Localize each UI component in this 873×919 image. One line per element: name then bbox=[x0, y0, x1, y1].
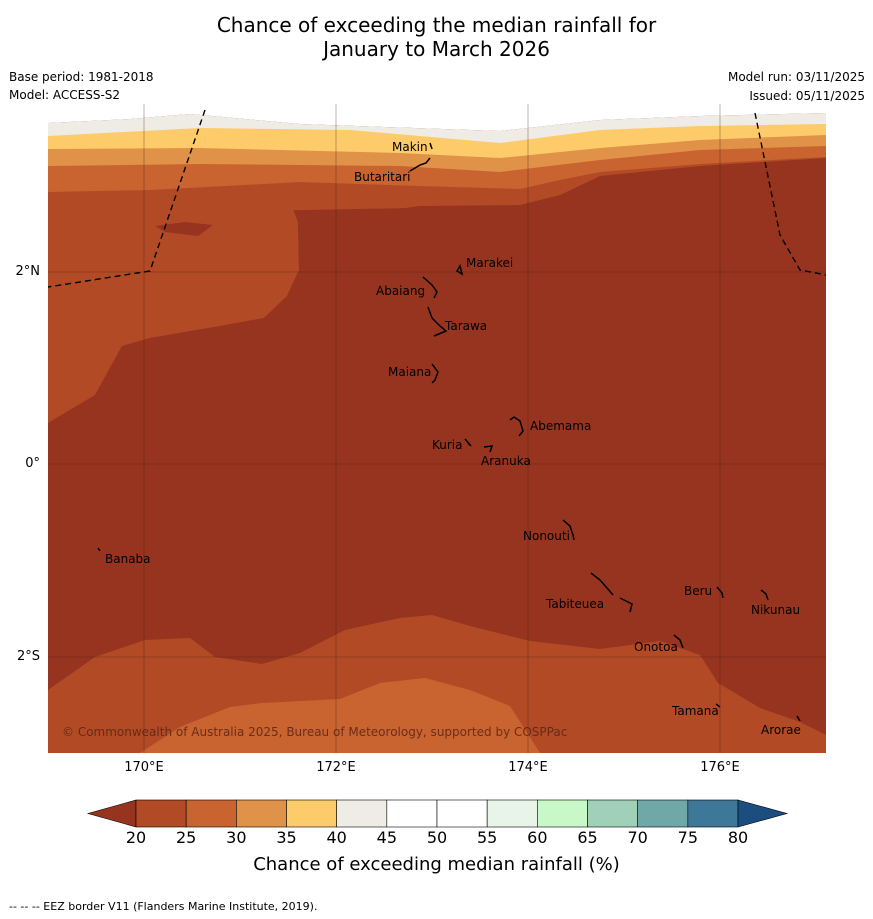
colorbar-swatch bbox=[185, 799, 237, 828]
island-label-tamana: Tamana bbox=[671, 704, 719, 718]
island-label-makin: Makin bbox=[392, 140, 428, 154]
model-run-label: Model run: 03/11/2025 bbox=[727, 70, 865, 84]
model-label: Model: ACCESS-S2 bbox=[9, 88, 121, 102]
colorbar-swatch bbox=[386, 799, 438, 828]
map-title-line-1: Chance of exceeding the median rainfall … bbox=[216, 13, 657, 37]
band-under-20-east bbox=[48, 158, 826, 640]
copyright-text: © Commonwealth of Australia 2025, Bureau… bbox=[62, 725, 567, 739]
y-tick-2n: 2°N bbox=[15, 264, 41, 279]
colorbar-tick-75: 75 bbox=[677, 828, 698, 847]
colorbar bbox=[86, 799, 789, 828]
eez-border-east bbox=[754, 112, 826, 276]
x-tick-174e: 174°E bbox=[508, 760, 548, 775]
colorbar-over-arrow bbox=[737, 799, 789, 828]
x-tick-176e: 176°E bbox=[700, 760, 740, 775]
island-label-nonouti: Nonouti bbox=[523, 529, 570, 543]
island-label-beru: Beru bbox=[684, 584, 712, 598]
colorbar-tick-55: 55 bbox=[476, 828, 498, 847]
colorbar-tick-50: 50 bbox=[426, 828, 448, 847]
x-tick-170e: 170°E bbox=[124, 760, 164, 775]
colorbar-swatch bbox=[587, 799, 638, 828]
island-outlines bbox=[97, 142, 801, 722]
colorbar-tick-25: 25 bbox=[175, 828, 197, 847]
island-label-abemama: Abemama bbox=[530, 419, 591, 433]
eez-border-west bbox=[48, 109, 206, 288]
colorbar-tick-20: 20 bbox=[125, 828, 147, 847]
island-label-aranuka: Aranuka bbox=[481, 454, 531, 468]
island-label-abaiang: Abaiang bbox=[376, 284, 425, 298]
island-label-banaba: Banaba bbox=[105, 552, 151, 566]
band-under-20-pocket bbox=[155, 222, 213, 236]
colorbar-swatch bbox=[537, 799, 588, 828]
island-label-maiana: Maiana bbox=[388, 365, 431, 379]
y-tick-0: 0° bbox=[25, 456, 40, 471]
eez-legend-footnote: -- -- -- EEZ border V11 (Flanders Marine… bbox=[9, 900, 318, 913]
colorbar-swatch bbox=[135, 799, 187, 828]
island-label-tabiteuea: Tabiteuea bbox=[545, 597, 604, 611]
island-label-tarawa: Tarawa bbox=[444, 319, 487, 333]
island-label-onotoa: Onotoa bbox=[634, 640, 678, 654]
colorbar-swatch bbox=[286, 799, 337, 828]
colorbar-tick-35: 35 bbox=[276, 828, 297, 847]
colorbar-tick-65: 65 bbox=[577, 828, 598, 847]
colorbar-tick-40: 40 bbox=[326, 828, 347, 847]
island-label-butaritari: Butaritari bbox=[354, 170, 411, 184]
colorbar-tick-30: 30 bbox=[226, 828, 247, 847]
issued-label: Issued: 05/11/2025 bbox=[749, 89, 865, 103]
colorbar-swatch bbox=[687, 799, 739, 828]
colorbar-tick-80: 80 bbox=[727, 828, 749, 847]
colorbar-tick-70: 70 bbox=[627, 828, 648, 847]
x-tick-172e: 172°E bbox=[316, 760, 356, 775]
y-tick-2s: 2°S bbox=[16, 649, 40, 664]
colorbar-swatch bbox=[236, 799, 287, 828]
colorbar-swatch bbox=[436, 799, 488, 828]
island-label-nikunau: Nikunau bbox=[751, 603, 800, 617]
island-label-marakei: Marakei bbox=[466, 256, 513, 270]
colorbar-title: Chance of exceeding median rainfall (%) bbox=[253, 854, 620, 875]
island-label-kuria: Kuria bbox=[432, 438, 463, 452]
colorbar-swatch bbox=[637, 799, 689, 828]
island-label-arorae: Arorae bbox=[761, 723, 801, 737]
colorbar-under-arrow bbox=[86, 799, 137, 828]
colorbar-swatch bbox=[486, 799, 538, 828]
colorbar-tick-60: 60 bbox=[527, 828, 548, 847]
colorbar-tick-45: 45 bbox=[376, 828, 397, 847]
band-white-north bbox=[48, 104, 826, 131]
base-period-label: Base period: 1981-2018 bbox=[9, 70, 154, 84]
band-20-25-west bbox=[48, 202, 299, 423]
colorbar-swatch bbox=[336, 799, 388, 828]
band-25-30-south bbox=[140, 678, 540, 753]
map-title-line-2: January to March 2026 bbox=[323, 37, 550, 61]
